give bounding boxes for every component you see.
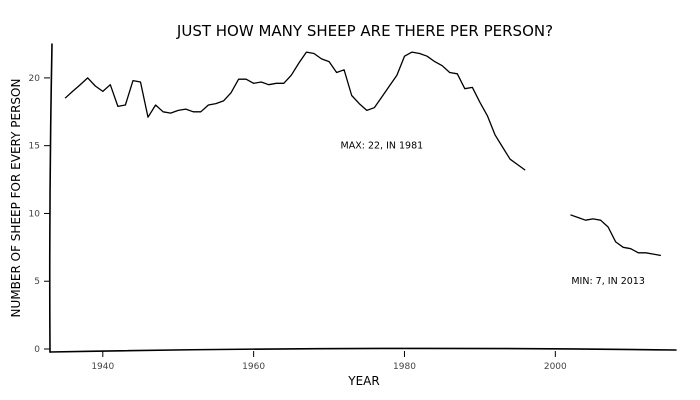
- x-tick-label: 2000: [544, 362, 567, 372]
- chart-title: JUST HOW MANY SHEEP ARE THERE PER PERSON…: [176, 22, 553, 40]
- series-lines: [64, 51, 662, 257]
- sheep-per-person-line-segment-2: [570, 214, 662, 257]
- max-annotation: MAX: 22, IN 1981: [341, 141, 424, 152]
- y-axis-line: [48, 43, 53, 353]
- x-tick-label: 1940: [91, 362, 114, 372]
- x-tick-label: 1960: [242, 362, 265, 372]
- y-axis-label: NUMBER OF SHEEP FOR EVERY PERSON: [9, 79, 23, 318]
- x-axis-line: [49, 347, 677, 353]
- y-tick-label: 5: [34, 277, 40, 287]
- min-annotation: MIN: 7, IN 2013: [571, 276, 645, 287]
- y-tick-label: 10: [29, 209, 41, 219]
- x-ticks: 1940 1960 1980 2000: [91, 351, 567, 372]
- annotations: MAX: 22, IN 1981 MIN: 7, IN 2013: [341, 141, 645, 288]
- x-axis-label: YEAR: [347, 374, 379, 388]
- y-tick-label: 15: [29, 142, 40, 152]
- y-tick-label: 20: [29, 74, 41, 84]
- sheep-per-person-line-segment-1: [64, 51, 526, 171]
- y-ticks: 0 5 10 15 20: [29, 74, 50, 355]
- y-tick-label: 0: [34, 345, 40, 355]
- x-tick-label: 1980: [393, 362, 416, 372]
